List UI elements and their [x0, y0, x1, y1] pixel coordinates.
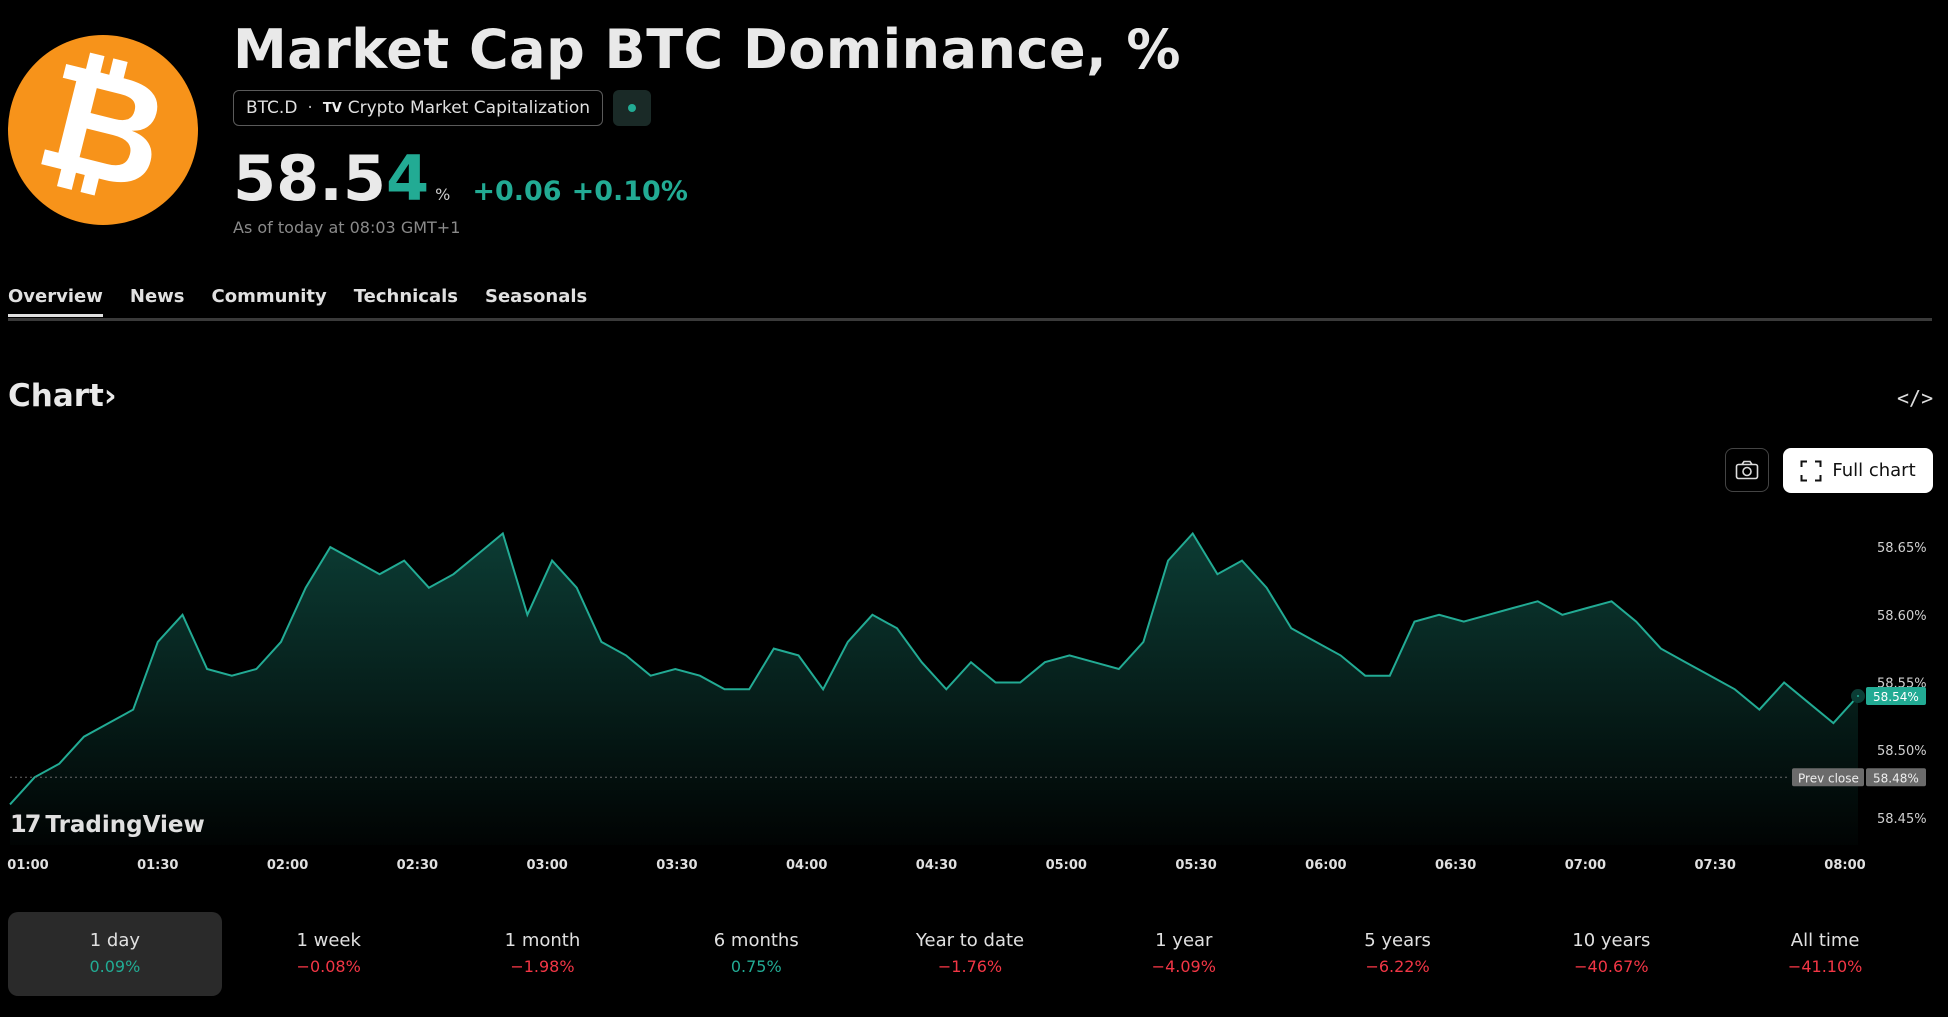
x-tick-label: 07:30: [1695, 858, 1736, 873]
period-label: 10 years: [1572, 930, 1651, 951]
price-change-abs: +0.06: [472, 176, 562, 207]
period-value: 0.09%: [89, 957, 141, 976]
tab-bar: Overview News Community Technicals Seaso…: [8, 286, 614, 317]
period-label: All time: [1790, 930, 1860, 951]
embed-code-icon[interactable]: </>: [1897, 386, 1934, 410]
period-label: 6 months: [713, 930, 799, 951]
camera-icon: [1735, 460, 1759, 480]
price-value: 58.5: [233, 142, 386, 215]
period-label: 1 day: [89, 930, 141, 951]
x-tick-label: 03:30: [656, 858, 697, 873]
status-dot-icon: [628, 104, 636, 112]
full-chart-label: Full chart: [1832, 460, 1916, 481]
tradingview-icon: TV: [322, 100, 342, 116]
period-1-day[interactable]: 1 day 0.09%: [8, 912, 222, 996]
period-all-time[interactable]: All time −41.10%: [1718, 912, 1932, 996]
period-5-years[interactable]: 5 years −6.22%: [1291, 912, 1505, 996]
tabs-divider: [8, 318, 1932, 321]
bitcoin-logo: ₿: [8, 28, 198, 226]
tab-seasonals[interactable]: Seasonals: [485, 286, 588, 307]
symbol-source: Crypto Market Capitalization: [347, 98, 591, 118]
x-tick-label: 05:30: [1175, 858, 1216, 873]
prev-close-badge: [1792, 768, 1864, 787]
period-value: −6.22%: [1365, 957, 1430, 976]
x-tick-label: 01:00: [7, 858, 48, 873]
chart-markers: 58.54% Prev close 58.48%: [1792, 687, 1926, 787]
y-tick-label: 58.60%: [1877, 609, 1927, 624]
x-tick-label: 06:30: [1435, 858, 1476, 873]
period-value: −4.09%: [1151, 957, 1216, 976]
tab-technicals[interactable]: Technicals: [353, 286, 458, 307]
x-tick-label: 07:00: [1565, 858, 1606, 873]
tab-news[interactable]: News: [129, 286, 185, 307]
prev-close-value-badge: [1866, 768, 1926, 787]
x-tick-label: 03:00: [526, 858, 567, 873]
period-label: 1 week: [296, 930, 361, 951]
tab-community[interactable]: Community: [211, 286, 327, 307]
period-value: −1.76%: [937, 957, 1003, 976]
tradingview-brand: 17 TradingView: [10, 810, 205, 838]
current-price-label: 58.54%: [1873, 690, 1919, 704]
chart-heading: Chart: [8, 378, 104, 414]
symbol-pill[interactable]: BTC.D · TV Crypto Market Capitalization: [233, 90, 603, 126]
x-tick-label: 06:00: [1305, 858, 1346, 873]
price-unit: %: [435, 185, 451, 204]
period-label: 5 years: [1364, 930, 1431, 951]
y-tick-label: 58.50%: [1877, 744, 1927, 759]
x-tick-label: 02:00: [267, 858, 308, 873]
chart-area-fill: [10, 533, 1858, 845]
prev-close-title: Prev close: [1798, 771, 1859, 785]
current-price-badge: [1866, 687, 1926, 706]
price-chart[interactable]: 58.65%58.60%58.55%58.50%58.45% 01:00 01:3…: [0, 500, 1948, 880]
x-axis: 01:00 01:30 02:00 02:30 03:00 03:30 04:00 04:30…: [7, 858, 1865, 873]
period-10-years[interactable]: 10 years −40.67%: [1504, 912, 1718, 996]
period-value: −41.10%: [1787, 957, 1863, 976]
x-tick-label: 05:00: [1046, 858, 1087, 873]
as-of-timestamp: As of today at 08:03 GMT+1: [233, 218, 461, 237]
chevron-right-icon: ›: [103, 378, 117, 414]
x-tick-label: 04:00: [786, 858, 827, 873]
period-value: −40.67%: [1574, 957, 1649, 976]
symbol-ticker: BTC.D: [246, 98, 298, 118]
chart-heading-link[interactable]: Chart›: [8, 378, 117, 414]
current-price-dot: [1851, 689, 1865, 704]
price-row: 58.5 4 % +0.06 +0.10%: [233, 142, 698, 215]
full-chart-button[interactable]: Full chart: [1783, 448, 1933, 493]
performance-periods: 1 day 0.09% 1 week −0.08% 1 month −1.98%…: [8, 912, 1932, 996]
price-change-pct: +0.10%: [571, 176, 688, 207]
separator-dot: ·: [307, 98, 313, 118]
tradingview-logo-icon: 17: [10, 810, 41, 838]
x-tick-label: 02:30: [397, 858, 438, 873]
period-label: Year to date: [915, 930, 1025, 951]
period-6-months[interactable]: 6 months 0.75%: [649, 912, 863, 996]
x-tick-label: 04:30: [916, 858, 957, 873]
prev-close-value: 58.48%: [1873, 771, 1919, 785]
tradingview-brand-text: TradingView: [45, 812, 205, 838]
period-1-week[interactable]: 1 week −0.08%: [222, 912, 436, 996]
period-year-to-date[interactable]: Year to date −1.76%: [863, 912, 1077, 996]
y-tick-label: 58.65%: [1877, 541, 1927, 556]
chart-series-line: [9, 531, 1859, 806]
period-1-year[interactable]: 1 year −4.09%: [1077, 912, 1291, 996]
period-value: −0.08%: [296, 957, 361, 976]
snapshot-button[interactable]: [1725, 448, 1769, 492]
market-status-badge[interactable]: [613, 90, 651, 126]
page-title: Market Cap BTC Dominance, %: [233, 18, 1182, 81]
y-tick-label: 58.45%: [1877, 812, 1927, 827]
tab-overview[interactable]: Overview: [8, 286, 103, 317]
x-tick-label: 01:30: [137, 858, 178, 873]
period-label: 1 year: [1155, 930, 1213, 951]
x-tick-label: 08:00: [1824, 858, 1865, 873]
period-1-month[interactable]: 1 month −1.98%: [436, 912, 650, 996]
price-last-digit: 4: [385, 142, 430, 215]
fullscreen-icon: [1800, 460, 1822, 481]
period-label: 1 month: [504, 930, 581, 951]
period-value: 0.75%: [730, 957, 782, 976]
period-value: −1.98%: [510, 957, 575, 976]
